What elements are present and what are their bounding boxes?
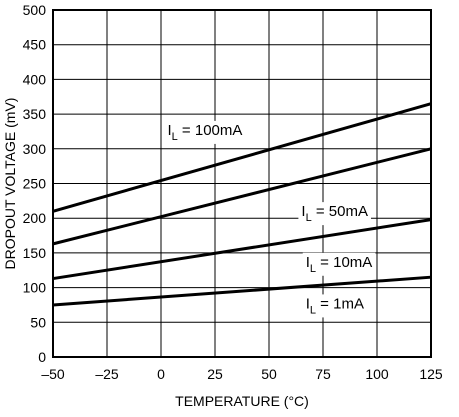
x-axis-title: TEMPERATURE (°C) xyxy=(175,393,309,409)
series-line xyxy=(52,218,432,281)
y-axis-title: DROPOUT VOLTAGE (mV) xyxy=(2,98,18,270)
series-label-background xyxy=(164,120,246,144)
plot-frame xyxy=(52,9,432,358)
y-tick-labels: 0 50 100 150 200 250 300 350 400 450 500 xyxy=(23,2,47,365)
series-label: IL = 50mA xyxy=(301,203,368,224)
x-tick-label: 125 xyxy=(419,366,443,382)
series-lines xyxy=(52,102,432,307)
y-tick-label: 150 xyxy=(23,245,47,261)
y-tick-label: 500 xyxy=(23,2,47,18)
grid xyxy=(52,9,432,358)
x-tick-labels: –50 –25 0 25 50 75 100 125 xyxy=(41,366,443,382)
series-label-background xyxy=(298,202,371,226)
x-tick-label: 50 xyxy=(261,366,277,382)
series-label-background xyxy=(302,294,367,318)
series-line xyxy=(52,147,432,246)
y-tick-label: 450 xyxy=(23,37,47,53)
y-tick-label: 350 xyxy=(23,106,47,122)
x-tick-label: 25 xyxy=(207,366,223,382)
x-tick-label: –50 xyxy=(41,366,65,382)
y-tick-label: 300 xyxy=(23,141,47,157)
series-label: IL = 1mA xyxy=(306,295,364,316)
y-tick-label: 0 xyxy=(38,349,46,365)
series-line xyxy=(52,275,432,307)
series-label: IL = 100mA xyxy=(167,122,242,143)
y-tick-label: 100 xyxy=(23,280,47,296)
y-tick-label: 400 xyxy=(23,71,47,87)
y-tick-label: 50 xyxy=(30,314,46,330)
x-tick-label: –25 xyxy=(95,366,119,382)
x-tick-label: 100 xyxy=(365,366,389,382)
series-label-background xyxy=(302,252,376,276)
x-tick-label: 0 xyxy=(157,366,165,382)
series-label: IL = 10mA xyxy=(306,254,373,275)
series-labels: IL = 100mA IL = 50mA IL = 10mA IL = 1mA xyxy=(164,120,376,318)
y-tick-label: 250 xyxy=(23,176,47,192)
series-line xyxy=(52,102,432,213)
x-tick-label: 75 xyxy=(315,366,331,382)
y-tick-label: 200 xyxy=(23,210,47,226)
